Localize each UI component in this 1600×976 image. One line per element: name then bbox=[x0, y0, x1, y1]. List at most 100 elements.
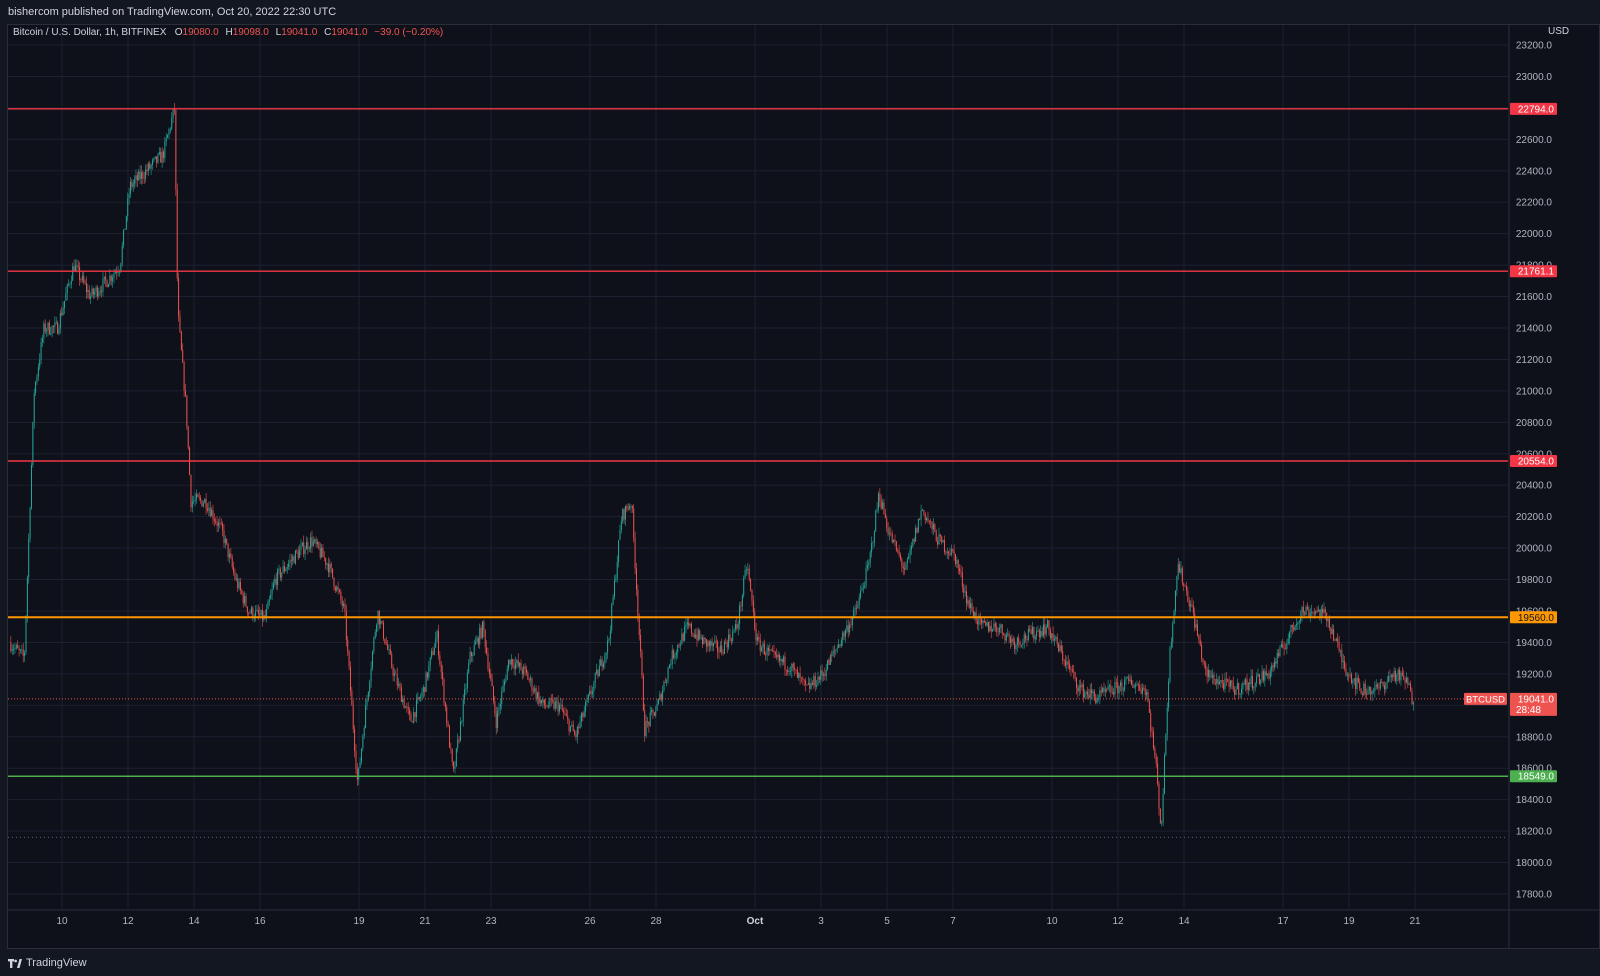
candle-body bbox=[849, 624, 851, 633]
candle-body bbox=[260, 609, 262, 616]
candle-body bbox=[44, 323, 46, 332]
candle-body bbox=[967, 600, 969, 604]
candle-body bbox=[1225, 678, 1227, 680]
candle-body bbox=[831, 655, 833, 657]
candle-body bbox=[805, 680, 807, 685]
candle-body bbox=[898, 550, 900, 555]
candle-body bbox=[442, 672, 444, 680]
candle-body bbox=[1356, 677, 1358, 689]
candle-body bbox=[316, 542, 318, 545]
candle-body bbox=[1253, 686, 1255, 689]
candle-body bbox=[1041, 631, 1043, 636]
candle-body bbox=[1256, 676, 1258, 684]
candle-body bbox=[569, 726, 571, 732]
candle-body bbox=[685, 624, 687, 627]
candle-body bbox=[645, 721, 647, 736]
candle-body bbox=[407, 707, 409, 710]
candle-body bbox=[146, 169, 148, 172]
candle-body bbox=[1316, 610, 1318, 612]
candle-body bbox=[292, 556, 294, 561]
candle-body bbox=[853, 609, 855, 618]
candle-body bbox=[1023, 634, 1025, 643]
candle-body bbox=[242, 593, 244, 604]
candle-body bbox=[1262, 671, 1264, 681]
candle-body bbox=[128, 193, 130, 198]
candle-body bbox=[1305, 606, 1307, 615]
candle-body bbox=[568, 719, 570, 732]
candle-body bbox=[894, 539, 896, 542]
candle-body bbox=[1093, 691, 1095, 697]
candle-body bbox=[714, 640, 716, 643]
candle-body bbox=[1278, 652, 1280, 657]
candle-body bbox=[854, 607, 856, 610]
candle-body bbox=[486, 647, 488, 654]
candle-body bbox=[987, 622, 989, 632]
candle-body bbox=[338, 589, 340, 592]
candle-body bbox=[1301, 607, 1303, 616]
candle-body bbox=[332, 568, 334, 578]
candle-body bbox=[1361, 693, 1363, 696]
candle-body bbox=[1203, 661, 1205, 664]
candle-body bbox=[110, 275, 112, 281]
candle-body bbox=[928, 520, 930, 522]
candle-body bbox=[380, 620, 382, 625]
candle-body bbox=[296, 550, 298, 552]
candle-body bbox=[370, 668, 372, 682]
candle-body bbox=[1240, 688, 1242, 694]
candle-body bbox=[246, 606, 248, 613]
candle-body bbox=[552, 699, 554, 701]
candle-body bbox=[325, 558, 327, 565]
candle-body bbox=[684, 626, 686, 641]
candle-body bbox=[483, 621, 485, 631]
x-tick-label: 3 bbox=[818, 916, 824, 927]
candle-body bbox=[165, 137, 167, 141]
candle-body bbox=[223, 530, 225, 544]
y-tick-label: 20200.0 bbox=[1516, 512, 1553, 523]
candle-body bbox=[1363, 683, 1365, 696]
candle-body bbox=[981, 618, 983, 624]
candle-body bbox=[806, 684, 808, 686]
candle-body bbox=[94, 292, 96, 295]
candle-body bbox=[1311, 611, 1313, 613]
candle-body bbox=[876, 508, 878, 511]
candle-body bbox=[123, 229, 125, 246]
candle-body bbox=[121, 245, 123, 264]
candle-body bbox=[54, 322, 56, 327]
candle-body bbox=[1357, 677, 1359, 683]
candle-body bbox=[261, 609, 263, 621]
candle-body bbox=[915, 527, 917, 542]
candle-body bbox=[532, 690, 534, 692]
candle-body bbox=[748, 568, 750, 580]
candle-body bbox=[505, 680, 507, 682]
candle-body bbox=[76, 265, 78, 267]
candle-body bbox=[1161, 822, 1163, 824]
tradingview-brand[interactable]: TradingView bbox=[8, 957, 87, 969]
candle-body bbox=[629, 506, 631, 510]
candle-body bbox=[835, 649, 837, 651]
candle-body bbox=[605, 652, 607, 656]
candle-body bbox=[752, 600, 754, 613]
candle-body bbox=[283, 566, 285, 572]
candle-body bbox=[435, 638, 437, 648]
candle-body bbox=[277, 569, 279, 586]
candle-body bbox=[1086, 691, 1088, 695]
candle-body bbox=[142, 172, 144, 179]
candle-body bbox=[1111, 692, 1113, 693]
candle-body bbox=[391, 654, 393, 668]
candle-body bbox=[616, 562, 618, 579]
candle-body bbox=[959, 568, 961, 572]
candle-body bbox=[1317, 609, 1319, 612]
candle-body bbox=[33, 393, 35, 423]
candle-body bbox=[844, 630, 846, 637]
candle-body bbox=[323, 557, 325, 559]
level-price-badge bbox=[1510, 265, 1557, 278]
candle-body bbox=[681, 633, 683, 645]
candle-body bbox=[266, 608, 268, 619]
candle-body bbox=[590, 690, 592, 695]
candle-body bbox=[583, 711, 585, 718]
close-value: 19041.0 bbox=[331, 27, 368, 38]
candle-body bbox=[106, 280, 108, 288]
candle-body bbox=[113, 273, 115, 278]
candle-body bbox=[1151, 730, 1153, 732]
